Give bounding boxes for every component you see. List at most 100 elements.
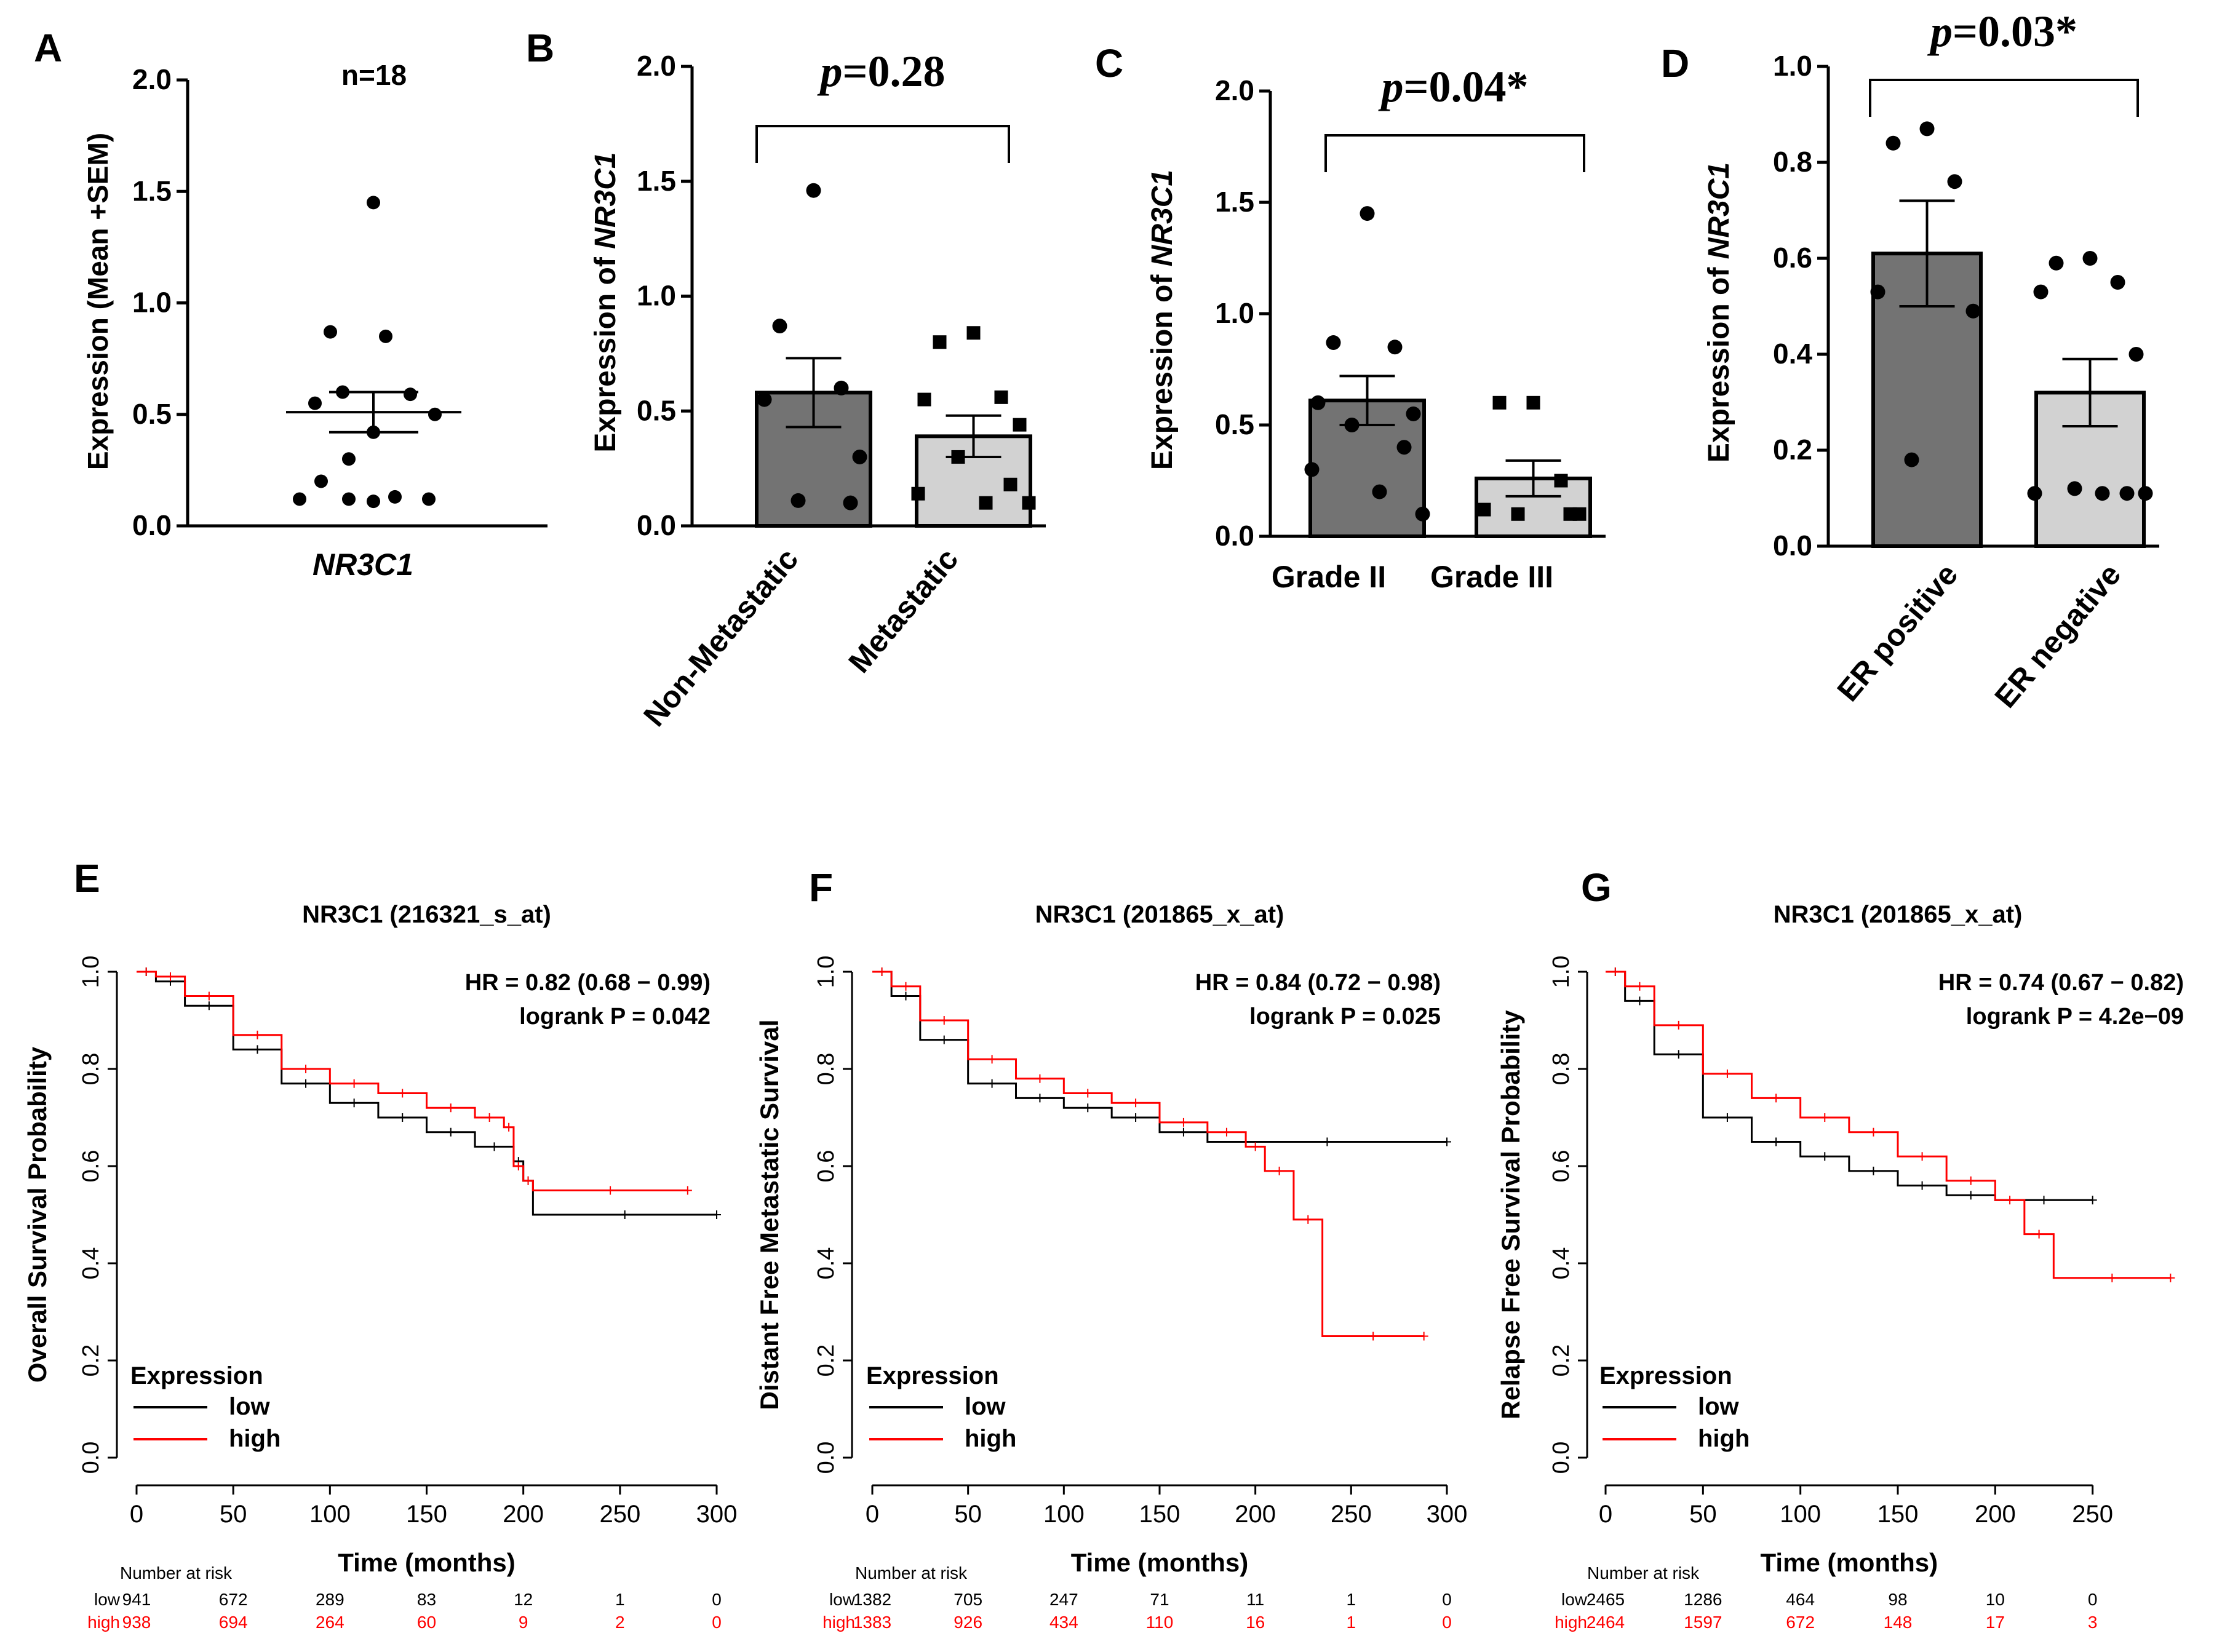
risk-value-low-e: 941 bbox=[122, 1590, 151, 1609]
x-tick-label-g: 100 bbox=[1780, 1501, 1821, 1528]
x-axis-label-g: Time (months) bbox=[1761, 1548, 1938, 1577]
data-point-a bbox=[336, 385, 349, 399]
risk-value-high-f: 926 bbox=[954, 1613, 982, 1632]
risk-value-low-f: 247 bbox=[1049, 1590, 1078, 1609]
risk-value-high-e: 938 bbox=[122, 1613, 151, 1632]
y-tick-label-a: 1.0 bbox=[132, 287, 172, 319]
x-axis-label-e: Time (months) bbox=[338, 1548, 516, 1577]
y-tick-label-b: 2.0 bbox=[637, 50, 676, 82]
data-point-d bbox=[2067, 481, 2082, 496]
risk-value-low-f: 11 bbox=[1246, 1590, 1264, 1609]
data-point-a bbox=[367, 425, 380, 439]
censor-mark-g bbox=[1635, 996, 1644, 1006]
panel-letter-d: D bbox=[1661, 41, 1689, 85]
y-tick-label-g: 0.6 bbox=[1548, 1150, 1574, 1183]
chart-title-g: NR3C1 (201865_x_at) bbox=[1774, 901, 2023, 928]
x-tick-label-g: 150 bbox=[1878, 1501, 1919, 1528]
panel-letter-g: G bbox=[1581, 865, 1612, 910]
legend-title-e: Expression bbox=[130, 1362, 263, 1389]
x-tick-label-g: 0 bbox=[1599, 1501, 1612, 1528]
y-tick-label-f: 1.0 bbox=[813, 956, 839, 988]
data-point-a bbox=[367, 196, 380, 210]
risk-value-low-g: 2465 bbox=[1587, 1590, 1625, 1609]
censor-mark-f bbox=[1323, 1137, 1332, 1146]
y-axis-label-f: Distant Free Metastatic Survival bbox=[755, 1020, 784, 1410]
censor-mark-f bbox=[987, 1079, 997, 1088]
x-tick-label-e: 150 bbox=[406, 1501, 447, 1528]
y-tick-label-e: 1.0 bbox=[78, 956, 104, 988]
data-point-c bbox=[1387, 340, 1403, 355]
y-tick-label-e: 0.6 bbox=[78, 1150, 104, 1183]
y-tick-label-f: 0.6 bbox=[813, 1150, 839, 1183]
censor-mark-e bbox=[253, 1030, 262, 1039]
risk-row-label-low-g: low bbox=[1561, 1590, 1588, 1609]
data-point-b bbox=[917, 392, 931, 407]
data-point-b bbox=[834, 380, 849, 395]
data-point-d bbox=[1947, 174, 1962, 189]
censor-mark-g bbox=[1820, 1152, 1830, 1161]
risk-value-low-f: 71 bbox=[1150, 1590, 1169, 1609]
hazard-ratio-f: HR = 0.84 (0.72 − 0.98) bbox=[1195, 970, 1441, 996]
y-tick-label-a: 2.0 bbox=[132, 63, 172, 95]
p-value-annotation-b: p=0.28 bbox=[816, 47, 945, 96]
censor-mark-f bbox=[1083, 1103, 1093, 1113]
data-point-c bbox=[1304, 462, 1320, 477]
risk-value-high-g: 17 bbox=[1986, 1613, 2005, 1632]
data-point-a bbox=[367, 494, 380, 509]
logrank-p-f: logrank P = 0.025 bbox=[1249, 1004, 1441, 1030]
chart-title-f: NR3C1 (201865_x_at) bbox=[1035, 901, 1284, 928]
data-point-d bbox=[1885, 135, 1901, 151]
risk-value-high-f: 1 bbox=[1347, 1613, 1356, 1632]
data-point-c bbox=[1492, 395, 1507, 410]
panel-letter-b: B bbox=[526, 26, 554, 70]
risk-value-high-e: 264 bbox=[316, 1613, 344, 1632]
risk-value-low-e: 289 bbox=[316, 1590, 344, 1609]
hazard-ratio-g: HR = 0.74 (0.67 − 0.82) bbox=[1938, 970, 2184, 996]
censor-mark-e bbox=[398, 1089, 407, 1098]
censor-mark-f bbox=[1419, 1332, 1428, 1341]
y-tick-label-g: 1.0 bbox=[1548, 956, 1574, 988]
censor-mark-e bbox=[349, 1079, 359, 1088]
data-point-a bbox=[293, 492, 306, 506]
y-tick-label-c: 1.0 bbox=[1215, 297, 1254, 329]
censor-mark-f bbox=[1035, 1074, 1045, 1083]
risk-value-high-g: 2464 bbox=[1587, 1613, 1625, 1632]
x-tick-label-g: 250 bbox=[2072, 1501, 2113, 1528]
legend-label-low-e: low bbox=[229, 1393, 271, 1420]
risk-value-low-g: 98 bbox=[1888, 1590, 1907, 1609]
data-point-b bbox=[911, 486, 925, 501]
y-tick-label-b: 0.0 bbox=[637, 509, 676, 541]
p-value-annotation-d: p=0.03* bbox=[1927, 7, 2077, 56]
y-tick-label-f: 0.2 bbox=[813, 1344, 839, 1377]
x-tick-label-f: 200 bbox=[1235, 1501, 1276, 1528]
censor-mark-g bbox=[1869, 1166, 1878, 1175]
risk-row-label-high-g: high bbox=[1555, 1613, 1587, 1632]
data-point-d bbox=[2027, 486, 2042, 501]
censor-mark-g bbox=[1611, 967, 1620, 976]
logrank-p-g: logrank P = 4.2e−09 bbox=[1966, 1004, 2184, 1030]
risk-value-high-e: 60 bbox=[417, 1613, 436, 1632]
data-point-c bbox=[1477, 502, 1491, 517]
data-point-d bbox=[1965, 303, 1981, 319]
x-axis-label-f: Time (months) bbox=[1071, 1548, 1249, 1577]
censor-mark-f bbox=[901, 982, 910, 991]
x-tick-label-f: 250 bbox=[1331, 1501, 1372, 1528]
x-tick-label-e: 300 bbox=[696, 1501, 738, 1528]
data-point-c bbox=[1563, 507, 1577, 521]
x-tick-label-d: ER positive bbox=[1830, 557, 1964, 708]
censor-mark-e bbox=[446, 1127, 455, 1137]
y-tick-label-b: 1.0 bbox=[637, 280, 676, 312]
y-axis-label-a: Expression (Mean +SEM) bbox=[82, 133, 114, 470]
data-point-d bbox=[1904, 452, 1919, 467]
censor-mark-g bbox=[2166, 1273, 2175, 1282]
y-tick-label-g: 0.8 bbox=[1548, 1053, 1574, 1086]
risk-value-high-f: 1383 bbox=[853, 1613, 891, 1632]
data-point-d bbox=[2119, 486, 2135, 501]
legend-label-low-f: low bbox=[965, 1393, 1006, 1420]
censor-mark-e bbox=[204, 1001, 213, 1011]
risk-value-low-g: 0 bbox=[2088, 1590, 2098, 1609]
censor-mark-f bbox=[1275, 1166, 1284, 1175]
x-tick-label-b: Non-Metastatic bbox=[637, 542, 805, 733]
y-tick-label-d: 0.6 bbox=[1773, 242, 1812, 274]
censor-mark-e bbox=[683, 1186, 692, 1195]
